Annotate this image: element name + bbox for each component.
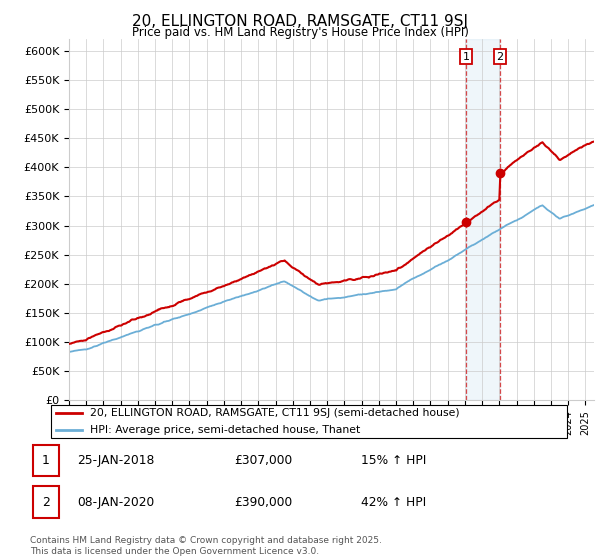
Text: 15% ↑ HPI: 15% ↑ HPI [361,454,427,467]
Text: 2: 2 [496,52,503,62]
Text: £307,000: £307,000 [234,454,292,467]
Text: Contains HM Land Registry data © Crown copyright and database right 2025.
This d: Contains HM Land Registry data © Crown c… [30,536,382,556]
Text: 25-JAN-2018: 25-JAN-2018 [77,454,154,467]
FancyBboxPatch shape [33,486,59,518]
Text: 42% ↑ HPI: 42% ↑ HPI [361,496,427,508]
FancyBboxPatch shape [50,405,568,438]
Text: Price paid vs. HM Land Registry's House Price Index (HPI): Price paid vs. HM Land Registry's House … [131,26,469,39]
Text: 08-JAN-2020: 08-JAN-2020 [77,496,154,508]
Text: HPI: Average price, semi-detached house, Thanet: HPI: Average price, semi-detached house,… [90,425,360,435]
Text: 20, ELLINGTON ROAD, RAMSGATE, CT11 9SJ: 20, ELLINGTON ROAD, RAMSGATE, CT11 9SJ [132,14,468,29]
Text: 2: 2 [42,496,50,508]
Text: £390,000: £390,000 [234,496,292,508]
Text: 1: 1 [463,52,470,62]
FancyBboxPatch shape [33,445,59,477]
Bar [466,39,500,400]
Text: 20, ELLINGTON ROAD, RAMSGATE, CT11 9SJ (semi-detached house): 20, ELLINGTON ROAD, RAMSGATE, CT11 9SJ (… [90,408,460,418]
Text: 1: 1 [42,454,50,467]
